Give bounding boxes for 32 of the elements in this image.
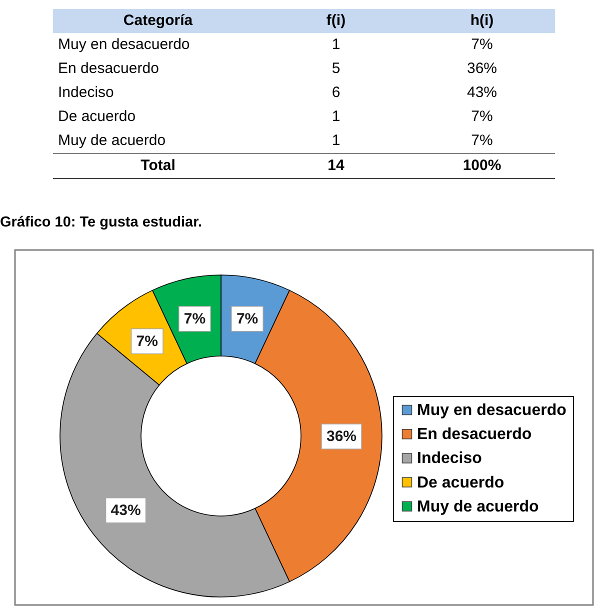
data-label: 43% [110,502,141,519]
data-label: 7% [470,131,494,151]
data-label: 100% [409,154,555,178]
data-label: 6 [330,83,342,103]
data-label: 7% [136,332,158,350]
legend-label: Indeciso [417,450,482,468]
legend-label: De acuerdo [417,474,504,492]
category-label: Muy en desacuerdo [57,35,191,55]
data-label: 7% [470,35,494,55]
category-label: En desacuerdo [57,59,160,79]
text: h(i) [409,9,555,33]
category-label: De acuerdo [57,107,137,127]
text: Categoría [53,9,263,33]
data-label: 1 [330,35,342,55]
data-label: 7% [184,310,206,328]
category-label: Indeciso [57,83,115,103]
data-label: 43% [466,83,498,103]
data-label: 5 [330,59,342,79]
data-label: 14 [263,154,409,178]
category-label: Muy de acuerdo [57,131,167,151]
legend-label: En desacuerdo [417,426,532,444]
data-label: 36% [326,428,357,445]
text: f(i) [263,9,409,33]
chart-title: Gráfico 10: Te gusta estudiar. [0,214,202,230]
data-label: 1 [330,107,342,127]
data-label: 7% [470,107,494,127]
legend-label: Muy en desacuerdo [417,402,567,419]
data-label: 7% [236,310,258,328]
category-label: Total [53,154,263,178]
legend-label: Muy de acuerdo [417,498,540,516]
data-label: 1 [330,131,342,151]
data-label: 36% [466,59,498,79]
